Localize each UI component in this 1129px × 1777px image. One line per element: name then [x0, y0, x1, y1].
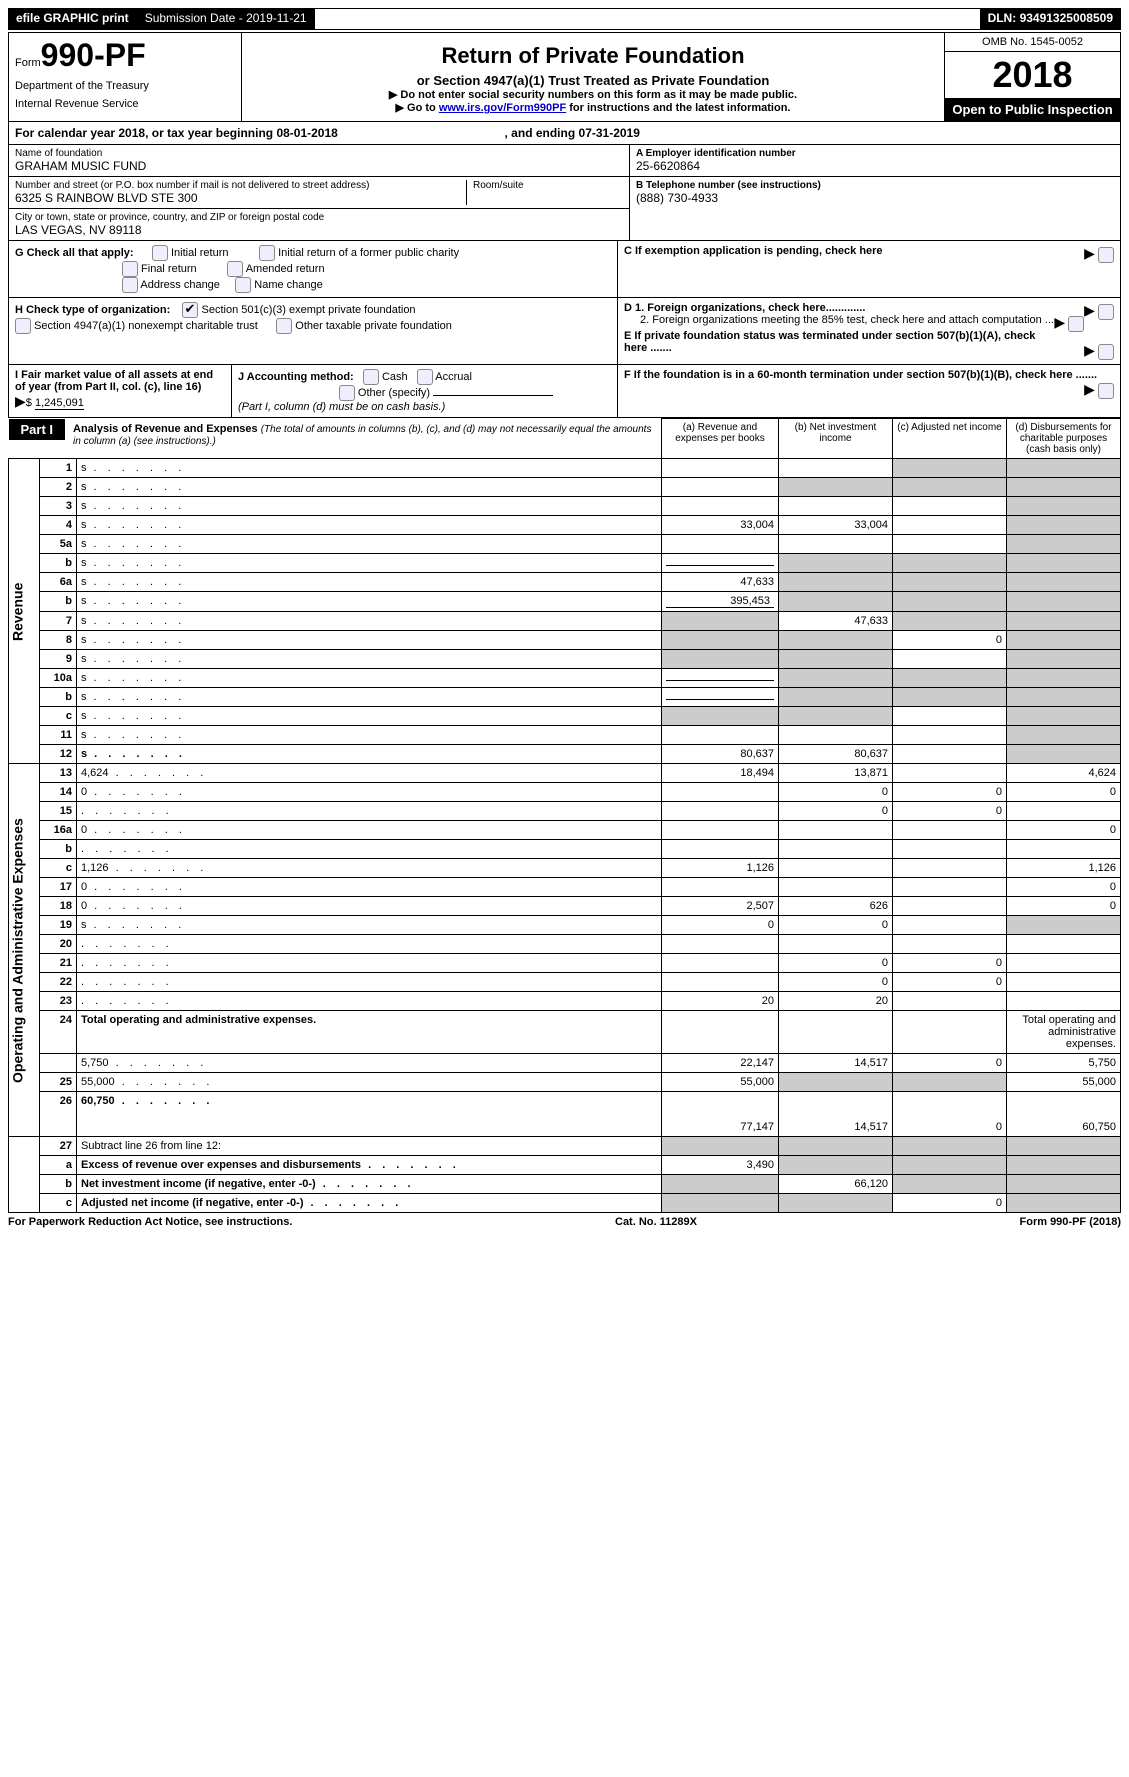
- entity-info: Name of foundation GRAHAM MUSIC FUND Num…: [8, 145, 1121, 241]
- tax-year: 2018: [945, 52, 1120, 98]
- table-row: 24Total operating and administrative exp…: [9, 1011, 1121, 1054]
- street-address: 6325 S RAINBOW BLVD STE 300: [15, 191, 466, 205]
- table-row: cAdjusted net income (if negative, enter…: [9, 1194, 1121, 1213]
- table-row: 8s0: [9, 631, 1121, 650]
- table-row: bs: [9, 688, 1121, 707]
- table-row: b: [9, 840, 1121, 859]
- table-row: 6as47,633: [9, 573, 1121, 592]
- col-d-header: (d) Disbursements for charitable purpose…: [1007, 419, 1121, 459]
- table-row: 27Subtract line 26 from line 12:: [9, 1137, 1121, 1156]
- table-row: cs: [9, 707, 1121, 726]
- calendar-year-row: For calendar year 2018, or tax year begi…: [8, 122, 1121, 145]
- table-row: 9s: [9, 650, 1121, 669]
- table-row: 5,75022,14714,51705,750: [9, 1054, 1121, 1073]
- table-row: 2555,00055,00055,000: [9, 1073, 1121, 1092]
- expenses-label: Operating and Administrative Expenses: [9, 764, 40, 1137]
- city-state-zip: LAS VEGAS, NV 89118: [15, 223, 623, 237]
- table-row: 232020: [9, 992, 1121, 1011]
- 501c3-checkbox[interactable]: [182, 302, 198, 318]
- table-row: 4s33,00433,004: [9, 516, 1121, 535]
- efile-label: efile GRAPHIC print: [8, 8, 137, 30]
- ein: 25-6620864: [636, 159, 1114, 173]
- accrual-method-checkbox[interactable]: [417, 369, 433, 385]
- col-b-header: (b) Net investment income: [779, 419, 893, 459]
- table-row: 20: [9, 935, 1121, 954]
- dln: DLN: 93491325008509: [980, 8, 1121, 30]
- other-method-checkbox[interactable]: [339, 385, 355, 401]
- initial-former-checkbox[interactable]: [259, 245, 275, 261]
- col-c-header: (c) Adjusted net income: [893, 419, 1007, 459]
- part1-tag: Part I: [9, 419, 66, 440]
- table-row: 2660,75077,14714,517060,750: [9, 1092, 1121, 1137]
- name-change-checkbox[interactable]: [235, 277, 251, 293]
- table-row: 7s47,633: [9, 612, 1121, 631]
- fmv-assets: 1,245,091: [35, 397, 84, 410]
- foreign-85-checkbox[interactable]: [1068, 316, 1084, 332]
- table-row: 19s00: [9, 916, 1121, 935]
- cash-method-checkbox[interactable]: [363, 369, 379, 385]
- table-row: bNet investment income (if negative, ent…: [9, 1175, 1121, 1194]
- 60month-checkbox[interactable]: [1098, 383, 1114, 399]
- exemption-pending-checkbox[interactable]: [1098, 247, 1114, 263]
- form-title: Return of Private Foundation: [248, 43, 938, 69]
- table-row: bs395,453: [9, 592, 1121, 612]
- top-bar: efile GRAPHIC print Submission Date - 20…: [8, 8, 1121, 30]
- part1-table: Part I Analysis of Revenue and Expenses …: [8, 418, 1121, 1213]
- form-header: Form990-PF Department of the Treasury In…: [8, 32, 1121, 122]
- initial-return-checkbox[interactable]: [152, 245, 168, 261]
- table-row: 12s80,63780,637: [9, 745, 1121, 764]
- phone: (888) 730-4933: [636, 191, 1114, 205]
- table-row: aExcess of revenue over expenses and dis…: [9, 1156, 1121, 1175]
- foreign-org-checkbox[interactable]: [1098, 304, 1114, 320]
- table-row: Revenue1s: [9, 459, 1121, 478]
- table-row: 2200: [9, 973, 1121, 992]
- table-row: 1802,5076260: [9, 897, 1121, 916]
- form-number: 990-PF: [41, 37, 146, 73]
- table-row: 2s: [9, 478, 1121, 497]
- col-a-header: (a) Revenue and expenses per books: [662, 419, 779, 459]
- foundation-name: GRAHAM MUSIC FUND: [15, 159, 623, 173]
- table-row: bs: [9, 554, 1121, 573]
- omb-number: OMB No. 1545-0052: [945, 33, 1120, 52]
- table-row: 11s: [9, 726, 1121, 745]
- address-change-checkbox[interactable]: [122, 277, 138, 293]
- table-row: 1700: [9, 878, 1121, 897]
- table-row: c1,1261,1261,126: [9, 859, 1121, 878]
- final-return-checkbox[interactable]: [122, 261, 138, 277]
- revenue-label: Revenue: [9, 459, 40, 764]
- 4947a1-checkbox[interactable]: [15, 318, 31, 334]
- table-row: 140000: [9, 783, 1121, 802]
- page-footer: For Paperwork Reduction Act Notice, see …: [8, 1213, 1121, 1228]
- table-row: Operating and Administrative Expenses134…: [9, 764, 1121, 783]
- submission-date: Submission Date - 2019-11-21: [137, 8, 315, 30]
- instructions-link[interactable]: www.irs.gov/Form990PF: [439, 102, 566, 114]
- table-row: 2100: [9, 954, 1121, 973]
- table-row: 3s: [9, 497, 1121, 516]
- other-taxable-checkbox[interactable]: [276, 318, 292, 334]
- table-row: 5as: [9, 535, 1121, 554]
- amended-return-checkbox[interactable]: [227, 261, 243, 277]
- status-terminated-checkbox[interactable]: [1098, 344, 1114, 360]
- table-row: 16a00: [9, 821, 1121, 840]
- table-row: 1500: [9, 802, 1121, 821]
- table-row: 10as: [9, 669, 1121, 688]
